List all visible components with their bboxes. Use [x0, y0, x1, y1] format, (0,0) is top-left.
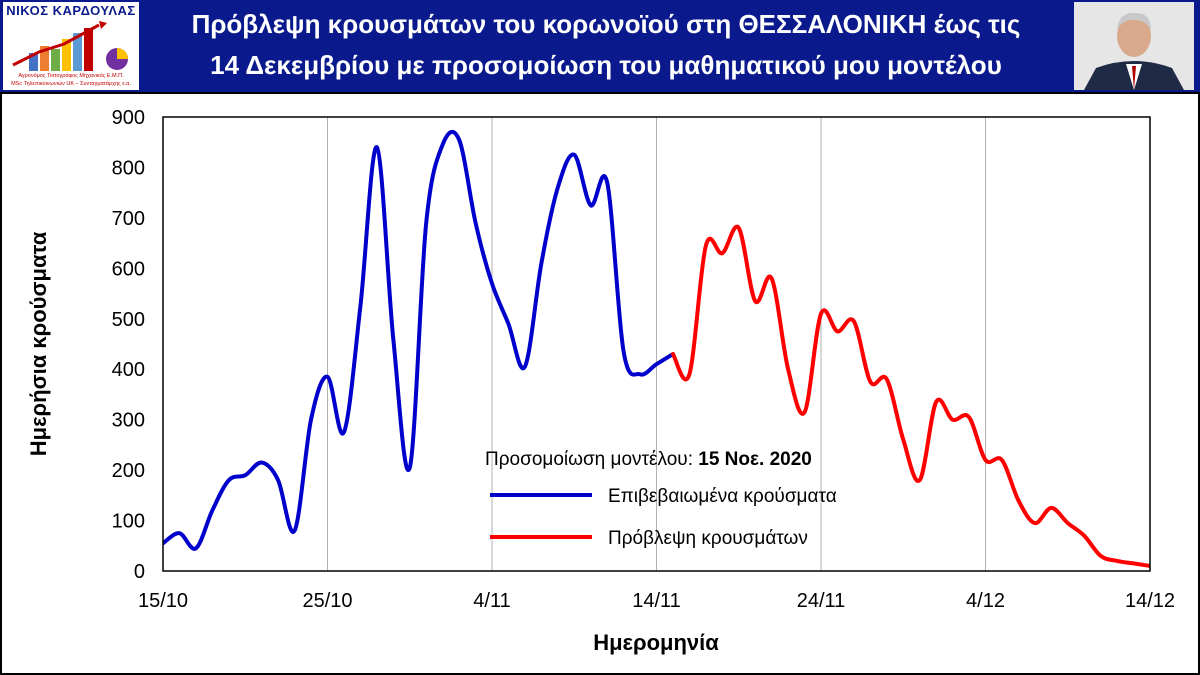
annotation-prefix: Προσομοίωση μοντέλου: — [485, 449, 698, 470]
plot-area-border — [162, 116, 1151, 572]
x-tick-label: 4/12 — [966, 590, 1005, 612]
x-tick-label: 24/11 — [797, 590, 846, 612]
x-tick-label: 4/11 — [473, 590, 510, 612]
gridlines — [327, 117, 986, 571]
data-series — [163, 129, 1150, 568]
y-tick-label: 100 — [112, 511, 145, 533]
x-tick-label: 15/10 — [138, 590, 188, 612]
series-line-confirmed — [163, 129, 675, 551]
x-tick-label: 25/10 — [302, 590, 352, 612]
y-axis-ticks: 0 100 200 300 400 500 600 700 800 900 — [112, 107, 145, 583]
title-line-2: 14 Δεκεμβρίου με προσομοίωση του μαθηματ… — [210, 50, 1002, 80]
y-tick-label: 700 — [112, 208, 145, 230]
x-axis-label: Ημερομηνία — [593, 630, 719, 655]
y-tick-label: 200 — [112, 460, 145, 482]
chart: 0 100 200 300 400 500 600 700 800 900 15/10 25/10 4… — [26, 107, 1175, 655]
page-title: Πρόβλεψη κρουσμάτων του κορωνοϊού στη ΘΕ… — [142, 4, 1070, 86]
title-line-1: Πρόβλεψη κρουσμάτων του κορωνοϊού στη ΘΕ… — [191, 9, 1021, 39]
y-tick-label: 500 — [112, 309, 145, 331]
header-banner: ΝΙΚΟΣ ΚΑΡΔΟΥΛΑΣ Αγρονόμος Τοπογράφος Μηχ… — [0, 0, 1200, 92]
legend-label-forecast: Πρόβλεψη κρουσμάτων — [608, 528, 808, 549]
x-axis-ticks: 15/10 25/10 4/11 14/11 24/11 4/12 14/12 — [138, 590, 1175, 612]
x-tick-label: 14/12 — [1125, 590, 1175, 612]
author-photo — [1074, 2, 1194, 90]
y-tick-label: 400 — [112, 359, 145, 381]
chart-frame: 0 100 200 300 400 500 600 700 800 900 15/10 25/10 4… — [0, 92, 1200, 675]
annotation-date: 15 Νοε. 2020 — [698, 449, 812, 470]
legend: Επιβεβαιωμένα κρούσματα Πρόβλεψη κρουσμά… — [490, 486, 837, 549]
model-annotation: Προσομοίωση μοντέλου: 15 Νοε. 2020 — [485, 449, 812, 470]
legend-label-confirmed: Επιβεβαιωμένα κρούσματα — [608, 486, 837, 507]
y-tick-label: 300 — [112, 410, 145, 432]
series-line-forecast — [671, 224, 1150, 568]
y-tick-label: 0 — [134, 561, 145, 583]
author-logo: ΝΙΚΟΣ ΚΑΡΔΟΥΛΑΣ Αγρονόμος Τοπογράφος Μηχ… — [3, 2, 139, 90]
y-tick-label: 800 — [112, 157, 145, 179]
x-tick-label: 14/11 — [632, 590, 681, 612]
y-tick-label: 900 — [112, 107, 145, 129]
y-axis-label: Ημερήσια κρούσματα — [26, 231, 51, 456]
logo-subtitle-1: Αγρονόμος Τοπογράφος Μηχανικός Ε.Μ.Π. — [18, 73, 124, 79]
logo-chart-icon — [12, 21, 128, 71]
logo-subtitle-2: MSc Τηλεπικοινωνιών UK – Συνταγματάρχης … — [11, 81, 131, 87]
y-tick-label: 600 — [112, 258, 145, 280]
logo-name: ΝΙΚΟΣ ΚΑΡΔΟΥΛΑΣ — [6, 3, 136, 18]
